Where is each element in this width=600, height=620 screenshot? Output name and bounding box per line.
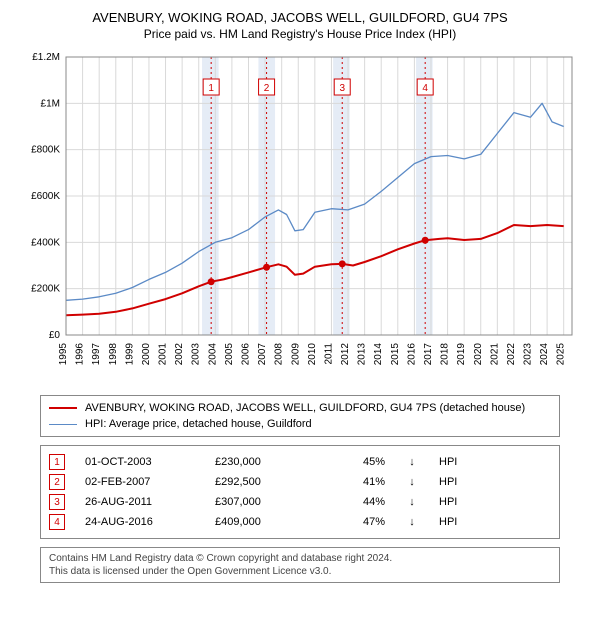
sale-marker: 4 — [49, 514, 65, 530]
svg-text:2009: 2009 — [290, 343, 301, 366]
svg-text:2000: 2000 — [141, 343, 152, 366]
svg-text:2018: 2018 — [440, 343, 451, 366]
sale-date: 24-AUG-2016 — [85, 516, 195, 528]
svg-text:2025: 2025 — [556, 343, 567, 366]
svg-text:3: 3 — [339, 83, 345, 94]
svg-text:2012: 2012 — [340, 343, 351, 366]
sale-row: 3 26-AUG-2011 £307,000 44% ↓ HPI — [49, 492, 551, 512]
svg-text:1995: 1995 — [58, 343, 69, 366]
sale-date: 01-OCT-2003 — [85, 456, 195, 468]
sale-marker: 1 — [49, 454, 65, 470]
svg-text:2007: 2007 — [257, 343, 268, 366]
footer-line-2: This data is licensed under the Open Gov… — [49, 565, 551, 578]
sale-row: 4 24-AUG-2016 £409,000 47% ↓ HPI — [49, 512, 551, 532]
legend-row: AVENBURY, WOKING ROAD, JACOBS WELL, GUIL… — [49, 400, 551, 416]
legend-swatch — [49, 424, 77, 425]
svg-text:2010: 2010 — [307, 343, 318, 366]
chart-container: AVENBURY, WOKING ROAD, JACOBS WELL, GUIL… — [0, 0, 600, 620]
svg-text:1998: 1998 — [108, 343, 119, 366]
legend-row: HPI: Average price, detached house, Guil… — [49, 416, 551, 432]
sale-price: £409,000 — [215, 516, 305, 528]
svg-text:1999: 1999 — [124, 343, 135, 366]
svg-text:2016: 2016 — [406, 343, 417, 366]
svg-text:2014: 2014 — [373, 343, 384, 366]
sale-date: 02-FEB-2007 — [85, 476, 195, 488]
svg-text:2020: 2020 — [473, 343, 484, 366]
sale-hpi-label: HPI — [439, 496, 469, 508]
svg-text:2023: 2023 — [523, 343, 534, 366]
sale-pct: 47% — [325, 516, 385, 528]
sale-price: £230,000 — [215, 456, 305, 468]
svg-text:2019: 2019 — [456, 343, 467, 366]
title-line-1: AVENBURY, WOKING ROAD, JACOBS WELL, GUIL… — [10, 10, 590, 25]
chart: £0 £200K £400K £600K £800K £1M £1.2M 1995 1996 19… — [20, 47, 580, 387]
legend-swatch — [49, 407, 77, 409]
sale-price: £292,500 — [215, 476, 305, 488]
legend: AVENBURY, WOKING ROAD, JACOBS WELL, GUIL… — [40, 395, 560, 437]
legend-label: AVENBURY, WOKING ROAD, JACOBS WELL, GUIL… — [85, 402, 525, 414]
svg-text:2: 2 — [264, 83, 270, 94]
down-arrow-icon: ↓ — [405, 496, 419, 508]
sale-pct: 44% — [325, 496, 385, 508]
svg-text:2017: 2017 — [423, 343, 434, 366]
sale-pct: 45% — [325, 456, 385, 468]
svg-text:2024: 2024 — [539, 343, 550, 366]
svg-text:2015: 2015 — [390, 343, 401, 366]
svg-text:£400K: £400K — [31, 237, 60, 248]
down-arrow-icon: ↓ — [405, 516, 419, 528]
footer-line-1: Contains HM Land Registry data © Crown c… — [49, 552, 551, 565]
svg-text:2003: 2003 — [191, 343, 202, 366]
title-line-2: Price paid vs. HM Land Registry's House … — [10, 27, 590, 41]
svg-text:2002: 2002 — [174, 343, 185, 366]
legend-label: HPI: Average price, detached house, Guil… — [85, 418, 312, 430]
svg-text:2013: 2013 — [357, 343, 368, 366]
svg-text:2004: 2004 — [207, 343, 218, 366]
footer: Contains HM Land Registry data © Crown c… — [40, 547, 560, 583]
sale-hpi-label: HPI — [439, 456, 469, 468]
svg-text:£1M: £1M — [41, 98, 60, 109]
svg-text:2011: 2011 — [323, 343, 334, 365]
sale-hpi-label: HPI — [439, 476, 469, 488]
svg-text:1: 1 — [208, 83, 214, 94]
svg-text:2008: 2008 — [274, 343, 285, 366]
svg-text:£600K: £600K — [31, 191, 60, 202]
svg-text:£200K: £200K — [31, 284, 60, 295]
sale-pct: 41% — [325, 476, 385, 488]
svg-text:2001: 2001 — [158, 343, 169, 366]
sale-row: 2 02-FEB-2007 £292,500 41% ↓ HPI — [49, 472, 551, 492]
svg-text:1996: 1996 — [75, 343, 86, 366]
svg-text:2022: 2022 — [506, 343, 517, 366]
sale-date: 26-AUG-2011 — [85, 496, 195, 508]
down-arrow-icon: ↓ — [405, 476, 419, 488]
down-arrow-icon: ↓ — [405, 456, 419, 468]
sale-price: £307,000 — [215, 496, 305, 508]
svg-text:2021: 2021 — [489, 343, 500, 366]
svg-text:£0: £0 — [49, 330, 61, 341]
svg-text:4: 4 — [422, 83, 428, 94]
sale-row: 1 01-OCT-2003 £230,000 45% ↓ HPI — [49, 452, 551, 472]
chart-svg: £0 £200K £400K £600K £800K £1M £1.2M 1995 1996 19… — [20, 47, 580, 387]
svg-text:1997: 1997 — [91, 343, 102, 366]
sale-marker: 2 — [49, 474, 65, 490]
svg-text:£800K: £800K — [31, 145, 60, 156]
titles: AVENBURY, WOKING ROAD, JACOBS WELL, GUIL… — [10, 8, 590, 47]
svg-text:£1.2M: £1.2M — [32, 52, 60, 63]
svg-text:2005: 2005 — [224, 343, 235, 366]
sale-hpi-label: HPI — [439, 516, 469, 528]
sale-marker: 3 — [49, 494, 65, 510]
svg-text:2006: 2006 — [240, 343, 251, 366]
sales-table: 1 01-OCT-2003 £230,000 45% ↓ HPI 2 02-FEB-2007 £… — [40, 445, 560, 539]
